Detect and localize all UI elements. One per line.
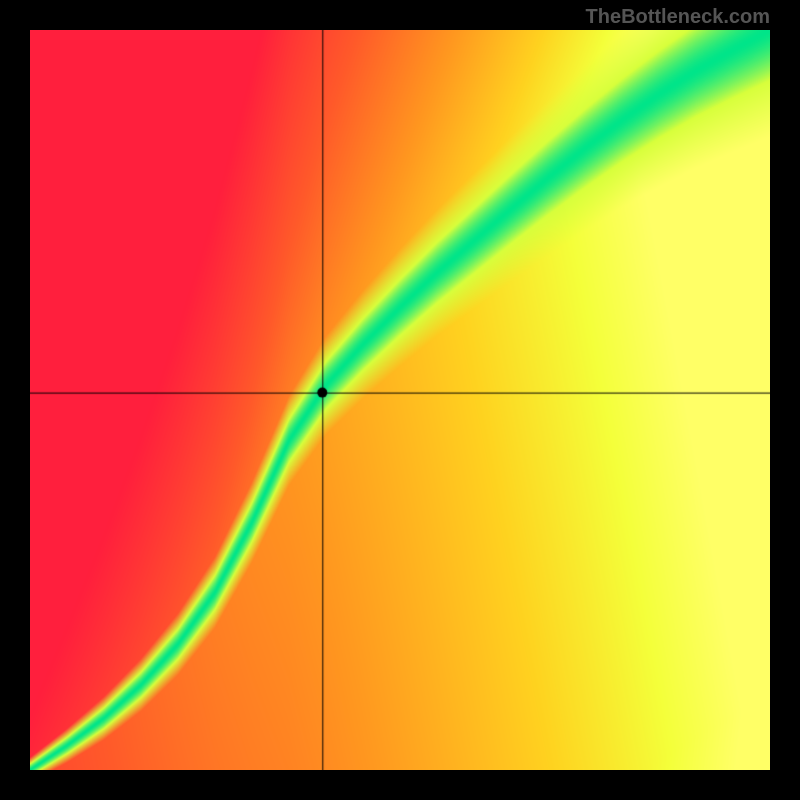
watermark-text: TheBottleneck.com — [586, 6, 770, 29]
bottleneck-heatmap — [30, 30, 770, 770]
chart-container: TheBottleneck.com — [0, 0, 800, 800]
